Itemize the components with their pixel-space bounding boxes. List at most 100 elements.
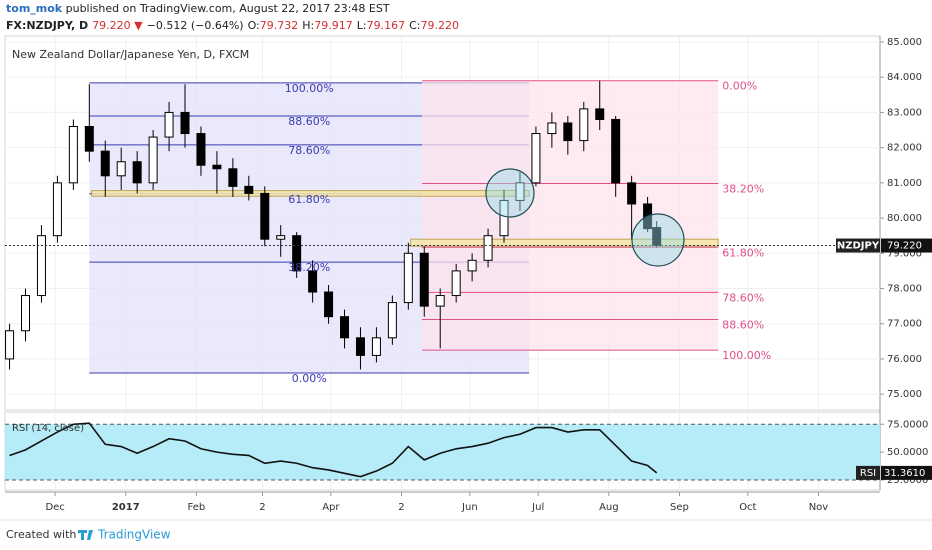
candle-body: [340, 316, 350, 339]
fib-label: 61.80%: [722, 246, 764, 259]
fib-label: 0.00%: [722, 80, 757, 93]
highlight-circle: [631, 213, 685, 267]
x-tick-label: Jul: [531, 502, 544, 513]
fib-label: 78.60%: [288, 144, 330, 157]
candles: [5, 80, 880, 370]
candle-body: [419, 252, 429, 307]
created-with: Created with: [6, 528, 76, 541]
ohlc: O:79.732 H:79.917 L:79.167 C:79.220: [244, 19, 459, 32]
support-zone: [410, 238, 719, 247]
y-tick-label: 79.000: [887, 248, 922, 259]
x-tick-label: Nov: [809, 502, 829, 513]
ohlc-label: C:: [409, 19, 421, 32]
ohlc-label: L:: [356, 19, 367, 32]
rsi-name-box: [856, 465, 880, 480]
y-tick-label: 85.000: [887, 37, 922, 48]
candle-body: [547, 122, 557, 135]
author[interactable]: tom_mok: [6, 2, 63, 15]
fib-label: 38.20%: [722, 183, 764, 196]
candle-body: [36, 235, 46, 297]
y-tick-label: 75.0000: [887, 419, 928, 430]
last-name-box: [836, 238, 880, 253]
candle-body: [324, 291, 334, 318]
last-name: NZDJPY: [837, 241, 880, 252]
rsi-value-box: [881, 465, 932, 480]
candle-body: [196, 133, 206, 166]
x-tick-label: Apr: [322, 502, 340, 513]
x-tick-label: 2017: [112, 502, 140, 513]
candle-body: [467, 259, 477, 272]
rsi-line: [9, 422, 658, 478]
candle-body: [228, 168, 238, 187]
candle-body: [276, 235, 286, 240]
candle-body: [403, 252, 413, 304]
ohlc-value: 79.220: [420, 19, 459, 32]
fibonacci: [89, 80, 719, 374]
candle-body: [244, 185, 254, 194]
candle-body: [100, 150, 110, 177]
rsi-title: RSI (14, close): [12, 423, 84, 434]
candle-body: [499, 199, 509, 237]
fib-label: 88.60%: [722, 318, 764, 331]
candle-body: [5, 330, 15, 360]
candle-body: [595, 108, 605, 120]
x-tick-label: Oct: [739, 502, 756, 513]
y-tick-label: 80.000: [887, 213, 922, 224]
fib-label: 78.60%: [722, 291, 764, 304]
last: 79.220: [92, 19, 131, 32]
brand[interactable]: TradingView: [97, 528, 171, 542]
ohlc-value: 79.167: [366, 19, 406, 32]
candle-body: [260, 192, 270, 240]
candle-body: [308, 270, 318, 293]
y-tick-label: 82.000: [887, 143, 922, 154]
symbol: FX:NZDJPY, D: [6, 19, 89, 32]
logo-icon: [78, 530, 93, 540]
candle-body: [652, 227, 662, 247]
fib-area: [421, 80, 719, 351]
rsi-value: 31.3610: [884, 468, 925, 479]
x-tick-label: Feb: [188, 502, 206, 513]
candle-body: [180, 111, 190, 135]
ohlc-label: O:: [247, 19, 260, 32]
x-tick-label: 2: [259, 502, 265, 513]
candle-body: [579, 108, 589, 142]
candle-body: [435, 295, 445, 307]
chart-title: New Zealand Dollar/Japanese Yen, D, FXCM: [12, 48, 249, 61]
y-tick-label: 25.0000: [887, 475, 928, 486]
candle-body: [515, 182, 525, 201]
fib-label: 88.60%: [288, 115, 330, 128]
last-value-box: [881, 238, 932, 253]
y-tick-label: 81.000: [887, 178, 922, 189]
y-tick-label: 78.000: [887, 284, 922, 295]
y-tick-label: 75.000: [887, 389, 922, 400]
arrow: ▼: [134, 19, 143, 32]
y-tick-label: 77.000: [887, 319, 922, 330]
candle-body: [212, 164, 222, 170]
candle-body: [371, 337, 381, 356]
candle-body: [483, 235, 493, 261]
ohlc-value: 79.732: [259, 19, 299, 32]
fib-label: 0.00%: [292, 372, 327, 385]
quote-line: FX:NZDJPY, D 79.220 ▼ −0.512 (−0.64%) O:79.…: [6, 17, 926, 34]
publish-line: tom_mok published on TradingView.com, Au…: [6, 0, 926, 17]
candle-body: [611, 118, 621, 184]
x-tick-label: Sep: [670, 502, 689, 513]
rsi-name: RSI: [860, 468, 876, 479]
ohlc-value: 79.917: [314, 19, 353, 32]
highlight-circle: [485, 168, 535, 218]
candle-body: [52, 182, 62, 237]
candle-body: [387, 302, 397, 339]
y-tick-label: 76.000: [887, 354, 922, 365]
ohlc-label: H:: [302, 19, 315, 32]
change: −0.512 (−0.64%): [146, 19, 244, 32]
header: tom_mok published on TradingView.com, Au…: [6, 0, 926, 34]
y-tick-label: 83.000: [887, 107, 922, 118]
x-tick-label: Jun: [461, 502, 478, 513]
x-tick-label: 2: [398, 502, 404, 513]
candle-body: [451, 270, 461, 297]
candle-body: [292, 235, 302, 272]
candle-body: [148, 136, 158, 184]
fib-label: 61.80%: [288, 193, 330, 206]
published: published on TradingView.com, August 22,…: [65, 2, 390, 15]
